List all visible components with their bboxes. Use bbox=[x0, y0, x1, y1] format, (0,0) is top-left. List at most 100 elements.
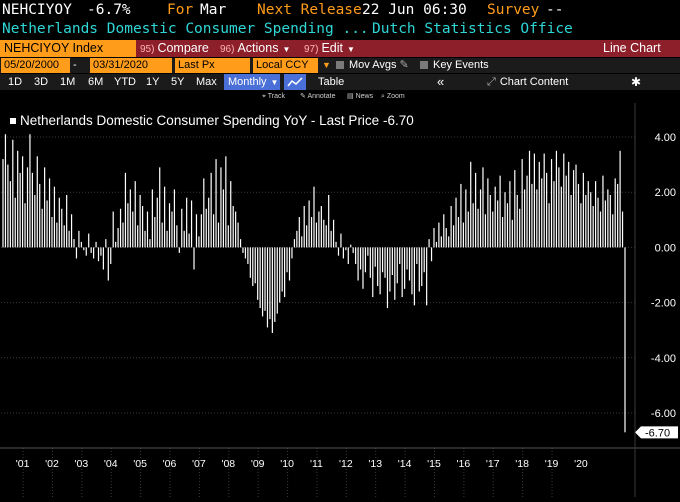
currency-caret-icon[interactable]: ▼ bbox=[322, 60, 331, 70]
bar bbox=[404, 247, 406, 289]
bar bbox=[14, 197, 16, 248]
bar bbox=[46, 200, 48, 248]
zoom-label: Zoom bbox=[386, 93, 405, 100]
bar bbox=[156, 197, 158, 248]
bar bbox=[193, 247, 195, 270]
bar bbox=[190, 200, 193, 248]
y-tick-label: 0.00 bbox=[655, 242, 676, 254]
chart-type-label[interactable]: Line Chart bbox=[603, 41, 661, 55]
period-3d[interactable]: 3D bbox=[34, 76, 49, 88]
y-tick-label: 4.00 bbox=[655, 132, 676, 144]
x-tick-label: '19 bbox=[545, 458, 559, 470]
chart-mode-icon[interactable] bbox=[284, 74, 306, 90]
bar bbox=[198, 236, 200, 248]
bar bbox=[293, 239, 296, 248]
track-tool[interactable]: ⌖ Track bbox=[262, 91, 285, 102]
bar bbox=[124, 172, 127, 248]
bar bbox=[132, 211, 134, 248]
bar bbox=[536, 189, 538, 248]
bar bbox=[457, 217, 460, 248]
y-tick-label: -6.00 bbox=[651, 408, 676, 420]
ticker-symbol: NEHCIYOY bbox=[2, 2, 72, 18]
start-date-field[interactable]: 05/20/2000 bbox=[1, 58, 70, 73]
collapse-icon[interactable]: « bbox=[437, 74, 445, 89]
compare-button[interactable]: 95) Compare bbox=[140, 40, 209, 57]
bar bbox=[342, 247, 344, 259]
period-6m[interactable]: 6M bbox=[88, 76, 104, 88]
x-tick-label: '03 bbox=[75, 458, 89, 470]
release-period: Mar bbox=[200, 2, 227, 18]
bar bbox=[435, 241, 438, 248]
bar bbox=[497, 200, 499, 248]
mov-avgs-toggle[interactable]: Mov Avgs ✎ bbox=[336, 58, 409, 73]
bar bbox=[396, 247, 398, 284]
bar bbox=[39, 183, 41, 248]
period-max[interactable]: Max bbox=[196, 76, 217, 88]
period-1d[interactable]: 1D bbox=[8, 76, 23, 88]
bar bbox=[433, 228, 435, 248]
bar bbox=[550, 159, 553, 248]
x-tick-label: '10 bbox=[280, 458, 294, 470]
bar bbox=[97, 247, 100, 262]
bar bbox=[426, 247, 428, 306]
edit-button[interactable]: 97) Edit ▼ bbox=[304, 40, 355, 57]
date-range-row: 05/20/2000 - 03/31/2020 Last Px Local CC… bbox=[0, 58, 680, 73]
chart-content-button[interactable]: ⤢ Chart Content bbox=[487, 74, 568, 90]
bar bbox=[31, 172, 33, 248]
chart-title: Netherlands Domestic Consumer Spending Y… bbox=[20, 113, 414, 128]
table-view-button[interactable]: Table bbox=[318, 76, 345, 88]
bar bbox=[269, 247, 271, 320]
news-tool[interactable]: ▤ News bbox=[347, 91, 373, 102]
bar bbox=[83, 247, 85, 251]
header-line-2: Netherlands Domestic Consumer Spending .… bbox=[0, 20, 680, 39]
security-field[interactable]: NEHCIYOY Index bbox=[0, 40, 136, 57]
end-date-field[interactable]: 03/31/2020 bbox=[90, 58, 172, 73]
zoom-tool[interactable]: ⌕ Zoom bbox=[381, 91, 405, 102]
bar bbox=[421, 247, 423, 287]
bar bbox=[244, 247, 247, 259]
track-icon: ⌖ bbox=[262, 93, 268, 100]
edit-label: Edit bbox=[321, 41, 343, 55]
period-1m[interactable]: 1M bbox=[60, 76, 76, 88]
bar bbox=[149, 239, 151, 248]
period-ytd[interactable]: YTD bbox=[114, 76, 136, 88]
bar bbox=[115, 241, 117, 248]
bar bbox=[423, 247, 425, 273]
bars-layer bbox=[2, 134, 626, 433]
x-tick-label: '01 bbox=[16, 458, 30, 470]
bar bbox=[93, 247, 95, 259]
bar bbox=[546, 172, 548, 248]
bar bbox=[531, 183, 533, 248]
price-field-select[interactable]: Last Px bbox=[175, 58, 250, 73]
actions-button[interactable]: 96) Actions ▼ bbox=[220, 40, 290, 57]
frequency-select[interactable]: Monthly ▼ bbox=[224, 74, 280, 90]
bar bbox=[127, 203, 129, 248]
key-events-toggle[interactable]: Key Events bbox=[420, 58, 489, 73]
bar bbox=[475, 172, 477, 248]
bar-chart: 4.00 2.00 0.00 -2.00 -4.00 -6.00 -6.70 '01 '02 '0… bbox=[0, 103, 680, 497]
annotate-label: Annotate bbox=[307, 93, 336, 100]
chart-area[interactable]: 4.00 2.00 0.00 -2.00 -4.00 -6.00 -6.70 '01 '02 '0… bbox=[0, 103, 680, 497]
x-tick-label: '20 bbox=[574, 458, 588, 470]
gear-icon[interactable]: ✱ bbox=[631, 75, 642, 89]
bar bbox=[511, 219, 513, 248]
annotate-tool[interactable]: ✎ Annotate bbox=[300, 91, 335, 102]
bar bbox=[90, 247, 92, 253]
period-1y[interactable]: 1Y bbox=[146, 76, 160, 88]
key-events-checkbox bbox=[420, 61, 428, 70]
bar bbox=[95, 241, 97, 248]
bar bbox=[264, 247, 266, 311]
frequency-label: Monthly bbox=[228, 76, 267, 88]
bar bbox=[257, 247, 259, 300]
news-icon: ▤ bbox=[347, 93, 356, 100]
bar bbox=[178, 247, 180, 253]
bar bbox=[582, 172, 584, 248]
bar bbox=[362, 247, 364, 289]
bar bbox=[173, 189, 176, 248]
period-5y[interactable]: 5Y bbox=[171, 76, 185, 88]
bar bbox=[430, 247, 433, 262]
currency-select[interactable]: Local CCY bbox=[253, 58, 318, 73]
bar bbox=[477, 208, 479, 248]
bar bbox=[575, 164, 577, 248]
bar bbox=[602, 175, 604, 248]
